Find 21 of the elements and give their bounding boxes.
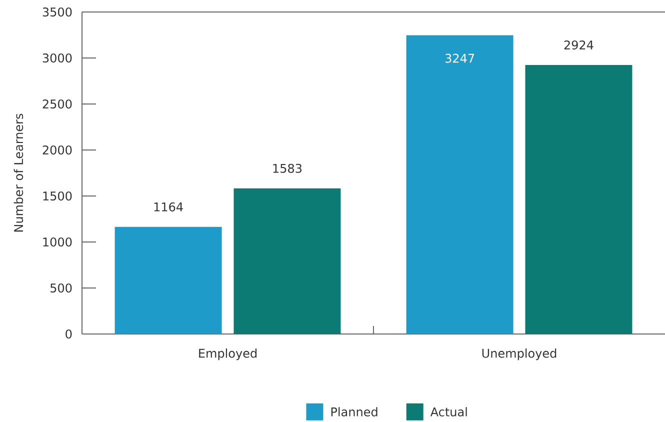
- y-tick-label: 3000: [42, 53, 72, 63]
- y-tick-label: 1000: [43, 237, 72, 247]
- y-axis-title: Number of Learners: [14, 114, 24, 232]
- x-tick-label: Unemployed: [482, 348, 556, 360]
- y-tick-label: 2000: [42, 145, 72, 155]
- bar: [406, 35, 514, 334]
- y-tick-label: 2500: [42, 99, 72, 109]
- data-label: 1164: [154, 202, 183, 212]
- legend-label: Actual: [430, 407, 467, 416]
- legend-label: Planned: [331, 407, 378, 416]
- x-tick-label: Employed: [199, 348, 257, 360]
- data-label: 3247: [445, 54, 474, 63]
- bar: [234, 188, 341, 334]
- y-tick-label: 0: [66, 329, 72, 339]
- bar: [525, 64, 632, 334]
- y-tick-label: 3500: [42, 7, 72, 17]
- data-label: 1583: [273, 164, 302, 173]
- data-label: 2924: [564, 40, 594, 50]
- bar: [114, 226, 222, 334]
- y-tick-label: 500: [50, 283, 72, 293]
- y-tick-label: 1500: [43, 191, 72, 201]
